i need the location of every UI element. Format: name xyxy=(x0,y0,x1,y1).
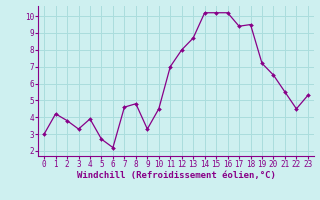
X-axis label: Windchill (Refroidissement éolien,°C): Windchill (Refroidissement éolien,°C) xyxy=(76,171,276,180)
